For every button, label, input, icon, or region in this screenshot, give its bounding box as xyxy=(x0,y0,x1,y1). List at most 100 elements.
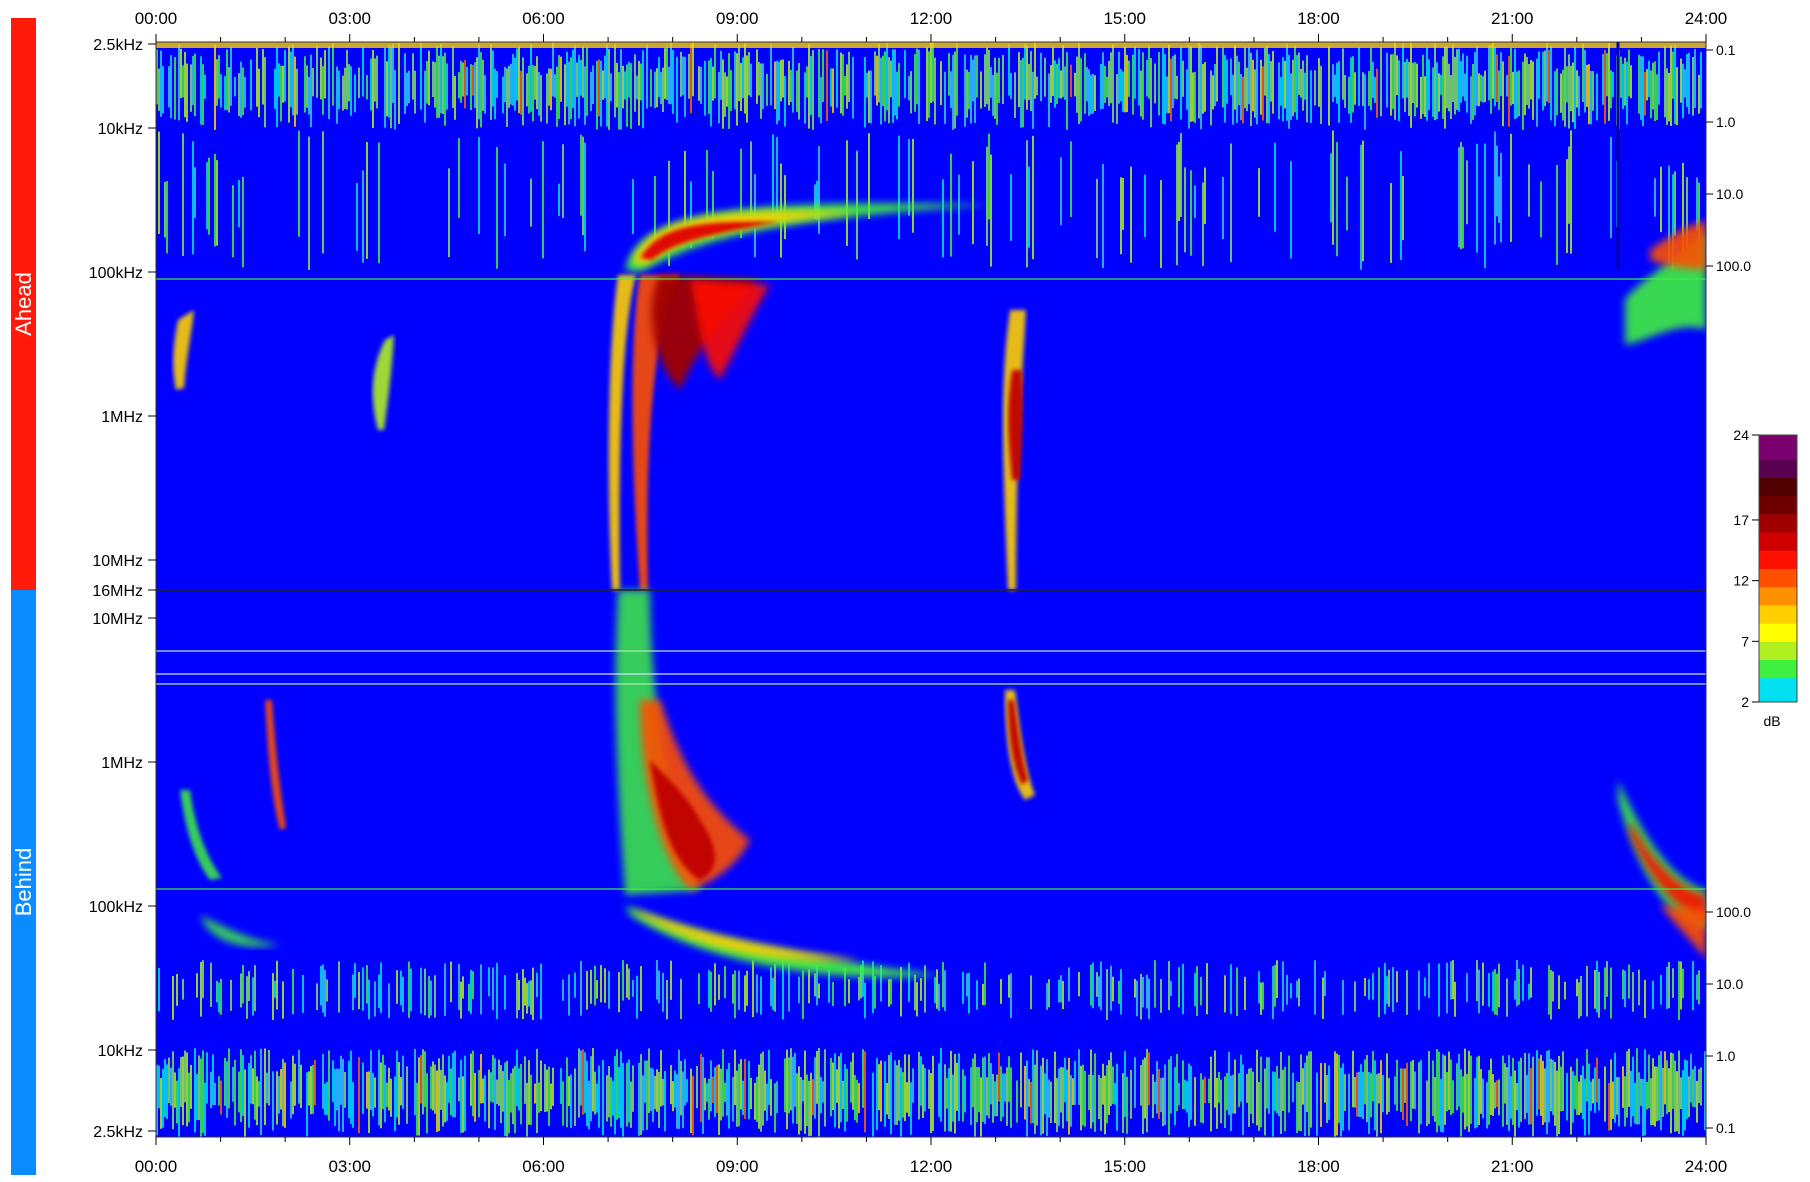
noise-streak xyxy=(750,63,752,98)
noise-streak xyxy=(340,1055,342,1105)
noise-streak xyxy=(1154,1081,1156,1105)
noise-streak xyxy=(570,57,572,120)
noise-streak xyxy=(386,61,388,117)
noise-streak xyxy=(1252,1071,1254,1124)
noise-streak xyxy=(196,1074,198,1121)
noise-streak xyxy=(722,1049,724,1117)
noise-streak xyxy=(366,142,368,259)
noise-streak xyxy=(1300,1054,1302,1132)
noise-streak xyxy=(818,983,820,999)
noise-streak xyxy=(1084,53,1086,114)
noise-streak xyxy=(1164,54,1166,125)
noise-streak xyxy=(1536,58,1538,127)
noise-streak xyxy=(164,181,166,238)
noise-streak xyxy=(496,962,498,1020)
noise-streak xyxy=(280,65,282,122)
noise-streak xyxy=(1612,71,1614,98)
noise-streak xyxy=(1682,968,1684,999)
noise-streak xyxy=(1094,75,1096,111)
noise-streak xyxy=(1462,146,1464,249)
noise-streak xyxy=(654,1075,656,1110)
noise-streak xyxy=(1682,63,1684,119)
noise-streak xyxy=(1208,1078,1210,1103)
noise-streak xyxy=(192,55,194,106)
noise-streak xyxy=(506,1060,508,1137)
noise-streak xyxy=(1308,1051,1310,1136)
noise-streak xyxy=(1084,1070,1086,1127)
x-tick-label-bottom: 24:00 xyxy=(1685,1157,1728,1176)
noise-streak xyxy=(1564,981,1566,1000)
noise-streak xyxy=(1358,47,1360,106)
noise-streak xyxy=(1296,55,1298,120)
noise-streak xyxy=(1626,1051,1628,1118)
noise-streak xyxy=(1532,61,1534,120)
noise-streak xyxy=(1650,1078,1652,1126)
noise-streak xyxy=(772,978,774,1010)
noise-streak xyxy=(816,964,818,1006)
noise-streak xyxy=(588,1080,590,1130)
noise-streak xyxy=(1362,1071,1364,1120)
noise-streak xyxy=(1276,1065,1278,1114)
noise-streak xyxy=(292,44,294,116)
noise-streak xyxy=(1374,1060,1376,1131)
noise-streak xyxy=(1470,76,1472,124)
noise-streak xyxy=(846,140,848,246)
noise-streak xyxy=(1562,69,1564,121)
noise-streak xyxy=(1652,62,1654,110)
noise-streak xyxy=(1300,68,1302,98)
noise-streak xyxy=(390,46,392,129)
noise-streak xyxy=(1670,45,1672,126)
noise-streak xyxy=(516,972,518,1019)
noise-streak xyxy=(750,141,752,227)
burst-behind-0h xyxy=(180,790,222,880)
noise-streak xyxy=(570,1074,572,1129)
noise-streak xyxy=(1122,1073,1124,1133)
noise-streak xyxy=(1064,66,1066,100)
noise-streak xyxy=(564,64,566,126)
noise-streak xyxy=(578,1048,580,1118)
noise-streak xyxy=(160,1077,162,1129)
noise-streak xyxy=(998,1052,1000,1102)
noise-streak xyxy=(1112,1066,1114,1104)
noise-streak xyxy=(1474,52,1476,116)
noise-streak xyxy=(184,1050,186,1103)
noise-streak xyxy=(1178,967,1180,1008)
noise-streak xyxy=(724,1082,726,1102)
colorbar-cell xyxy=(1759,550,1797,557)
noise-streak xyxy=(1336,1053,1338,1136)
noise-streak xyxy=(1270,61,1272,102)
colorbar-cell xyxy=(1759,610,1797,618)
noise-streak xyxy=(816,180,818,220)
noise-streak xyxy=(898,1059,900,1121)
noise-streak xyxy=(1326,1074,1328,1124)
noise-streak xyxy=(264,1048,266,1126)
noise-streak xyxy=(496,1079,498,1105)
noise-streak xyxy=(1134,1057,1136,1108)
noise-streak xyxy=(860,965,862,999)
noise-streak xyxy=(1360,144,1362,270)
noise-streak xyxy=(1672,174,1674,270)
noise-streak xyxy=(202,64,204,125)
noise-streak xyxy=(692,1075,694,1136)
noise-streak xyxy=(380,1062,382,1129)
cme-plume-behind-core xyxy=(632,908,860,961)
noise-streak xyxy=(158,131,160,235)
noise-streak xyxy=(848,51,850,102)
x-tick-label-top: 21:00 xyxy=(1491,9,1534,28)
noise-streak xyxy=(218,55,220,99)
noise-streak xyxy=(450,1068,452,1116)
noise-streak xyxy=(182,978,184,1000)
noise-streak xyxy=(380,962,382,1013)
noise-streak xyxy=(1066,1069,1068,1122)
noise-streak xyxy=(1576,70,1578,108)
noise-streak xyxy=(1250,52,1252,127)
noise-streak xyxy=(1000,979,1002,1004)
noise-streak xyxy=(1500,152,1502,243)
noise-streak xyxy=(514,1065,516,1134)
noise-streak xyxy=(758,62,760,96)
noise-streak xyxy=(242,964,244,1004)
noise-streak xyxy=(782,962,784,1020)
noise-streak xyxy=(732,974,734,1004)
noise-streak xyxy=(606,1075,608,1122)
